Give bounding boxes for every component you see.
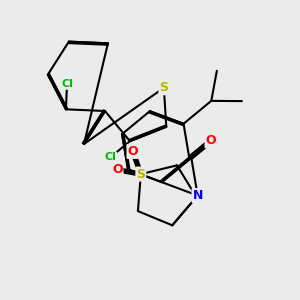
Text: S: S bbox=[159, 81, 168, 94]
Text: O: O bbox=[206, 134, 216, 147]
Text: Cl: Cl bbox=[104, 152, 116, 162]
Text: Cl: Cl bbox=[61, 79, 73, 89]
Text: S: S bbox=[136, 168, 145, 181]
Text: N: N bbox=[193, 189, 203, 202]
Text: O: O bbox=[112, 163, 122, 176]
Text: O: O bbox=[128, 145, 138, 158]
